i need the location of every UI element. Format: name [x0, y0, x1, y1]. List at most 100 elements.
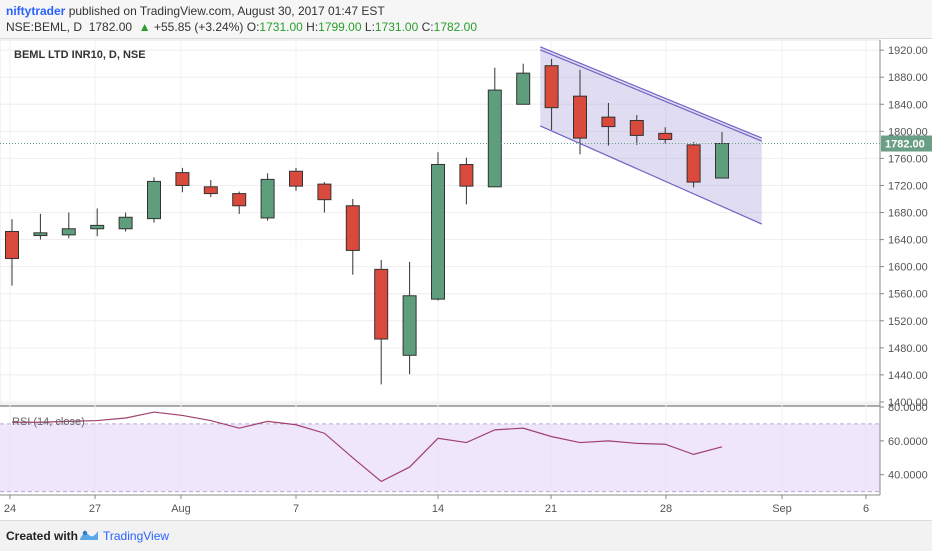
last-price: 1782.00 [88, 20, 133, 34]
tradingview-link[interactable]: TradingView [103, 529, 170, 543]
low-value: 1731.00 [374, 20, 419, 34]
candle-body [715, 143, 729, 179]
rsi-line[interactable] [12, 411, 723, 483]
price-tick-label: 1880.00 [888, 72, 928, 84]
channel-fill [540, 46, 762, 225]
candle-body [658, 132, 673, 140]
candle[interactable] [516, 63, 531, 105]
candle-body [374, 268, 389, 340]
ohlc-line: NSE:BEML, D 1782.00 ▲ +55.85 (+3.24%) O:… [6, 20, 477, 34]
candle[interactable] [5, 219, 19, 286]
candle-body [317, 183, 332, 201]
candle-body [516, 72, 531, 105]
candle-body [289, 170, 303, 187]
price-tick-label: 1560.00 [888, 289, 928, 301]
candle[interactable] [487, 67, 502, 188]
channel-lower-line[interactable] [539, 125, 763, 225]
last-price-tag [881, 135, 932, 152]
open-value: 1731.00 [259, 20, 303, 34]
price-tick-label: 1400.00 [888, 397, 928, 409]
candle[interactable] [431, 152, 445, 301]
price-tick-label: 1840.00 [888, 99, 928, 111]
rsi-band [0, 423, 880, 492]
high-label: H: [306, 20, 319, 34]
candle[interactable] [61, 212, 76, 239]
time-tick-label: 14 [432, 503, 444, 515]
chart-area[interactable]: 80.0000 60.0000 40.0000 1920.00 1880.00 1840… [0, 38, 932, 520]
candle-body [33, 232, 48, 237]
publish-line: niftytrader published on TradingView.com… [6, 4, 385, 18]
price-tick-label: 1720.00 [888, 180, 928, 192]
candle-body [5, 230, 19, 260]
candle[interactable] [147, 177, 161, 223]
time-tick-label: 21 [545, 503, 557, 515]
author-link[interactable]: niftytrader [6, 4, 66, 18]
candle-body [203, 186, 218, 195]
symbol-label: NSE:BEML, D [6, 20, 83, 34]
candle-body [61, 228, 76, 236]
close-value: 1782.00 [433, 20, 478, 34]
candle[interactable] [260, 173, 275, 221]
price-tick-label: 1640.00 [888, 235, 928, 247]
time-tick-label: 24 [4, 503, 16, 515]
candle-body [232, 193, 247, 207]
candle[interactable] [544, 58, 559, 130]
candle-body [487, 89, 502, 188]
candle[interactable] [459, 157, 474, 205]
candle-body [629, 120, 644, 136]
price-tick-label: 1680.00 [888, 208, 928, 220]
tradingview-logo-icon[interactable] [78, 527, 100, 548]
candle[interactable] [715, 132, 729, 179]
price-tick-label: 1480.00 [888, 343, 928, 355]
candle-body [573, 95, 587, 139]
price-tick-label: 1800.00 [888, 126, 928, 138]
rsi-label: RSI (14, close) [12, 416, 85, 428]
candle[interactable] [317, 182, 332, 213]
time-tick-label: 28 [660, 503, 672, 515]
candle-body [90, 224, 105, 230]
time-tick-label: 7 [293, 503, 299, 515]
chart-header: niftytrader published on TradingView.com… [0, 0, 932, 39]
candle-body [118, 216, 133, 230]
candle[interactable] [402, 261, 417, 375]
candle[interactable] [658, 127, 673, 144]
candle-body [544, 65, 559, 109]
candle[interactable] [686, 142, 701, 188]
candle-body [345, 205, 360, 251]
candle[interactable] [601, 102, 616, 146]
candle[interactable] [33, 213, 48, 240]
candle-body [260, 178, 275, 219]
time-tick-label: Sep [772, 503, 792, 515]
last-price-label: 1782.00 [885, 139, 925, 151]
candle[interactable] [232, 191, 247, 214]
candle-body [601, 116, 616, 128]
price-tick-label: 1520.00 [888, 316, 928, 328]
candle[interactable] [203, 180, 218, 197]
close-label: C: [421, 20, 434, 34]
candle-body [459, 163, 474, 187]
time-tick-label: 6 [863, 503, 869, 515]
channel-upper-line[interactable] [540, 46, 762, 139]
candle[interactable] [175, 167, 190, 193]
time-tick-label: 27 [89, 503, 101, 515]
candle[interactable] [345, 198, 360, 275]
candle[interactable] [629, 115, 644, 145]
chart-title: BEML LTD INR10, D, NSE [14, 49, 146, 61]
candle-body [686, 144, 701, 183]
open-label: O: [246, 20, 260, 34]
price-tick-label: 1440.00 [888, 370, 928, 382]
channel-upper-line-2[interactable] [540, 49, 762, 142]
time-tick-label: Aug [171, 503, 191, 515]
published-text: published on TradingView.com, August 30,… [68, 4, 385, 18]
price-tick-label: 1760.00 [888, 153, 928, 165]
candle[interactable] [374, 259, 389, 385]
candle[interactable] [118, 212, 133, 232]
change-arrow-icon: ▲ [138, 20, 151, 34]
rsi-tick-label: 40.0000 [888, 470, 928, 482]
rsi-tick-label: 80.0000 [888, 402, 928, 414]
rsi-tick-label: 60.0000 [888, 436, 928, 448]
price-chart[interactable]: 80.0000 60.0000 40.0000 1920.00 1880.00 1840… [0, 38, 932, 520]
candle[interactable] [90, 208, 105, 237]
candle[interactable] [573, 69, 587, 155]
candle[interactable] [289, 167, 303, 191]
